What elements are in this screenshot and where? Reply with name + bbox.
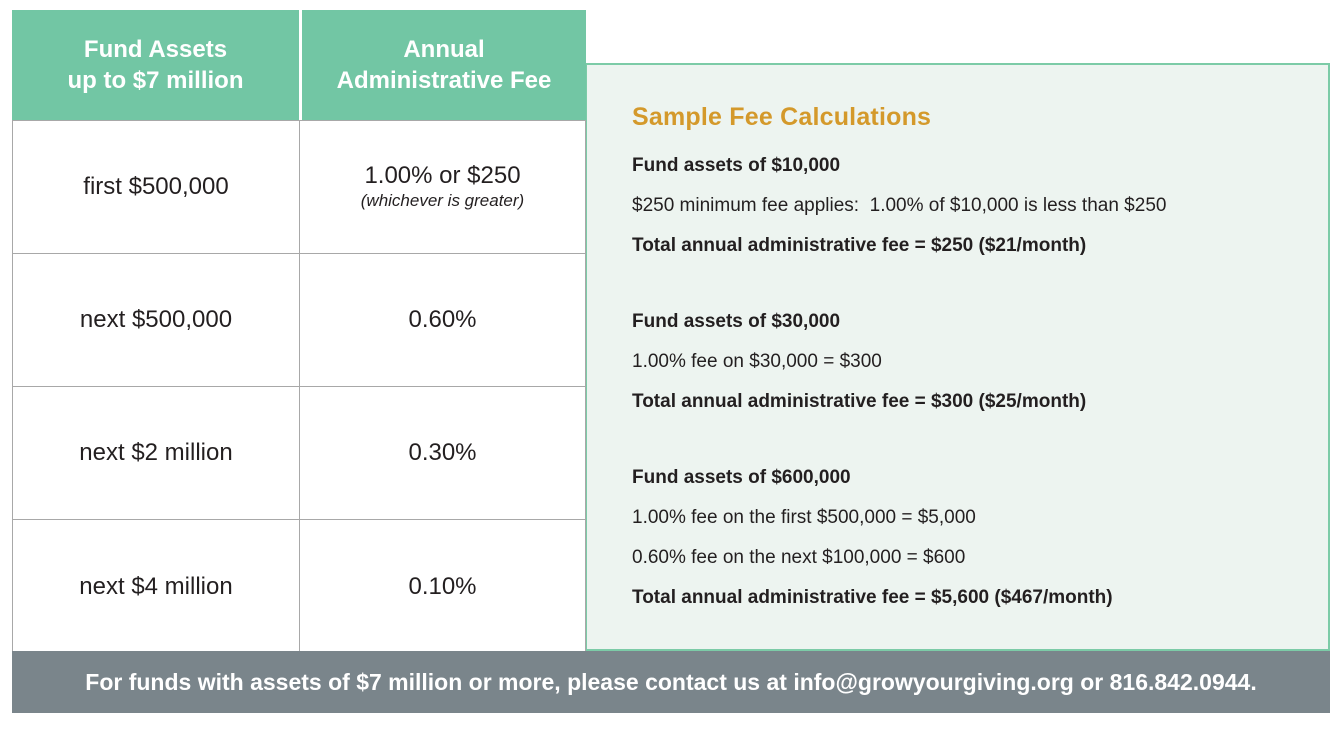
fee-tier-table: Fund Assets up to $7 million Annual Admi… bbox=[12, 10, 586, 654]
fee-cell: 0.10% bbox=[300, 520, 585, 653]
fee-example: Fund assets of $30,000 1.00% fee on $30,… bbox=[632, 312, 1298, 412]
table-body: first $500,000 1.00% or $250 (whichever … bbox=[12, 120, 586, 654]
example-total-line: Total annual administrative fee = $250 (… bbox=[632, 235, 1087, 256]
sample-fee-calculations-panel: Sample Fee Calculations Fund assets of $… bbox=[585, 63, 1330, 651]
panel-title: Sample Fee Calculations bbox=[632, 103, 932, 131]
contact-footer-text: For funds with assets of $7 million or m… bbox=[85, 668, 1257, 695]
header-fund-assets: Fund Assets up to $7 million bbox=[12, 10, 299, 120]
header-annual-fee: Annual Administrative Fee bbox=[302, 10, 586, 120]
table-row: next $4 million 0.10% bbox=[13, 520, 585, 653]
table-row: first $500,000 1.00% or $250 (whichever … bbox=[13, 121, 585, 254]
table-row: next $2 million 0.30% bbox=[13, 387, 585, 520]
header-divider bbox=[299, 10, 302, 120]
example-heading: Fund assets of $10,000 bbox=[632, 155, 841, 176]
fee-note: (whichever is greater) bbox=[360, 191, 525, 210]
fee-value: 0.60% bbox=[408, 306, 477, 333]
example-detail-line: $250 minimum fee applies: 1.00% of $10,0… bbox=[632, 195, 1167, 216]
table-header-row: Fund Assets up to $7 million Annual Admi… bbox=[12, 10, 586, 120]
example-detail-line: 0.60% fee on the next $100,000 = $600 bbox=[632, 547, 966, 568]
header-fund-assets-line1: Fund Assets bbox=[83, 36, 228, 63]
fee-cell: 0.60% bbox=[300, 254, 585, 386]
fee-cell: 1.00% or $250 (whichever is greater) bbox=[300, 121, 585, 253]
fee-cell: 0.30% bbox=[300, 387, 585, 519]
example-detail-line: 1.00% fee on $30,000 = $300 bbox=[632, 351, 882, 372]
header-fund-assets-line2: up to $7 million bbox=[67, 67, 244, 94]
tier-cell: next $2 million bbox=[13, 387, 300, 519]
fee-example: Fund assets of $10,000 $250 minimum fee … bbox=[632, 156, 1298, 256]
fee-value: 0.10% bbox=[408, 572, 477, 600]
example-detail-line: 1.00% fee on the first $500,000 = $5,000 bbox=[632, 507, 976, 528]
header-annual-fee-line1: Annual bbox=[403, 36, 485, 63]
fee-value: 0.30% bbox=[408, 439, 477, 466]
header-annual-fee-line2: Administrative Fee bbox=[336, 67, 552, 94]
table-row: next $500,000 0.60% bbox=[13, 254, 585, 387]
tier-cell: next $4 million bbox=[13, 520, 300, 653]
fee-value: 1.00% or $250 bbox=[364, 162, 521, 189]
example-heading: Fund assets of $600,000 bbox=[632, 467, 851, 488]
tier-cell: next $500,000 bbox=[13, 254, 300, 386]
example-total-line: Total annual administrative fee = $300 (… bbox=[632, 391, 1087, 412]
example-total-line: Total annual administrative fee = $5,600… bbox=[632, 587, 1113, 608]
example-heading: Fund assets of $30,000 bbox=[632, 311, 841, 332]
contact-footer-bar: For funds with assets of $7 million or m… bbox=[12, 651, 1330, 713]
tier-cell: first $500,000 bbox=[13, 121, 300, 253]
fee-example: Fund assets of $600,000 1.00% fee on the… bbox=[632, 468, 1298, 608]
